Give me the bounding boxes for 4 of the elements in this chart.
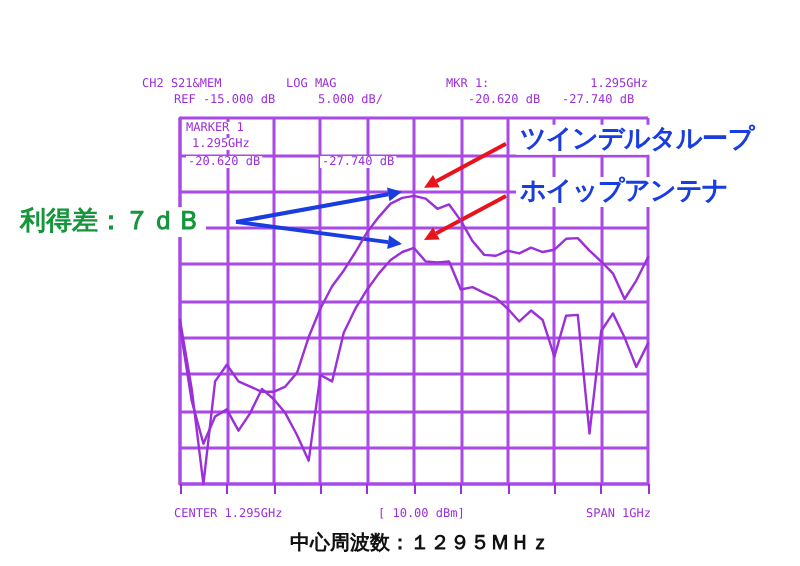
text: ツインデルタループ [520, 122, 756, 155]
text: 中心周波数：１２９５ＭＨｚ [290, 531, 550, 555]
annotation: 利得差：７ｄＢ [18, 204, 202, 237]
annotation: ホイップアンテナ [518, 174, 728, 207]
